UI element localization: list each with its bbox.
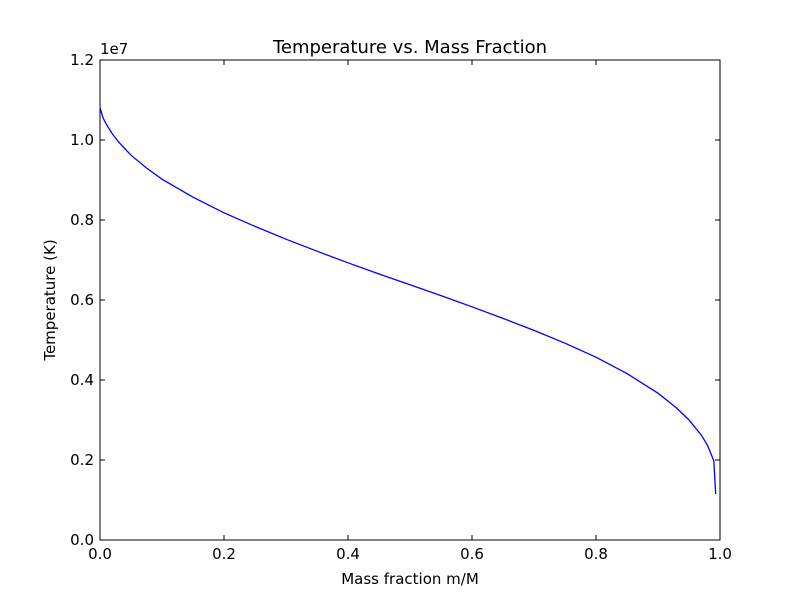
y-tick-label: 1.0 xyxy=(70,131,94,149)
y-tick-label: 0.2 xyxy=(70,451,94,469)
tick-labels-layer: 0.0 0.2 0.4 0.6 0.8 1.0 0.0 0.2 0.4 0.6 0.8 1.0 1.2 xyxy=(70,51,732,563)
chart-title: Temperature vs. Mass Fraction xyxy=(272,37,547,58)
y-tick-label: 1.2 xyxy=(70,51,94,69)
x-axis-label: Mass fraction m/M xyxy=(341,570,479,588)
x-tick-label: 0.0 xyxy=(88,545,112,563)
y-tick-label: 0.6 xyxy=(70,291,94,309)
y-tick-label: 0.0 xyxy=(70,531,94,549)
x-tick-label: 0.8 xyxy=(584,545,608,563)
y-axis-label: Temperature (K) xyxy=(41,239,59,361)
plot-frame xyxy=(99,59,721,541)
y-offset-label: 1e7 xyxy=(100,40,128,58)
x-tick-label: 0.4 xyxy=(336,545,360,563)
y-tick-label: 0.8 xyxy=(70,211,94,229)
y-tick-label: 0.4 xyxy=(70,371,94,389)
x-tick-label: 0.2 xyxy=(212,545,236,563)
series-line xyxy=(99,107,717,495)
ticks-layer xyxy=(99,59,721,541)
x-tick-label: 0.6 xyxy=(460,545,484,563)
x-tick-label: 1.0 xyxy=(708,545,732,563)
